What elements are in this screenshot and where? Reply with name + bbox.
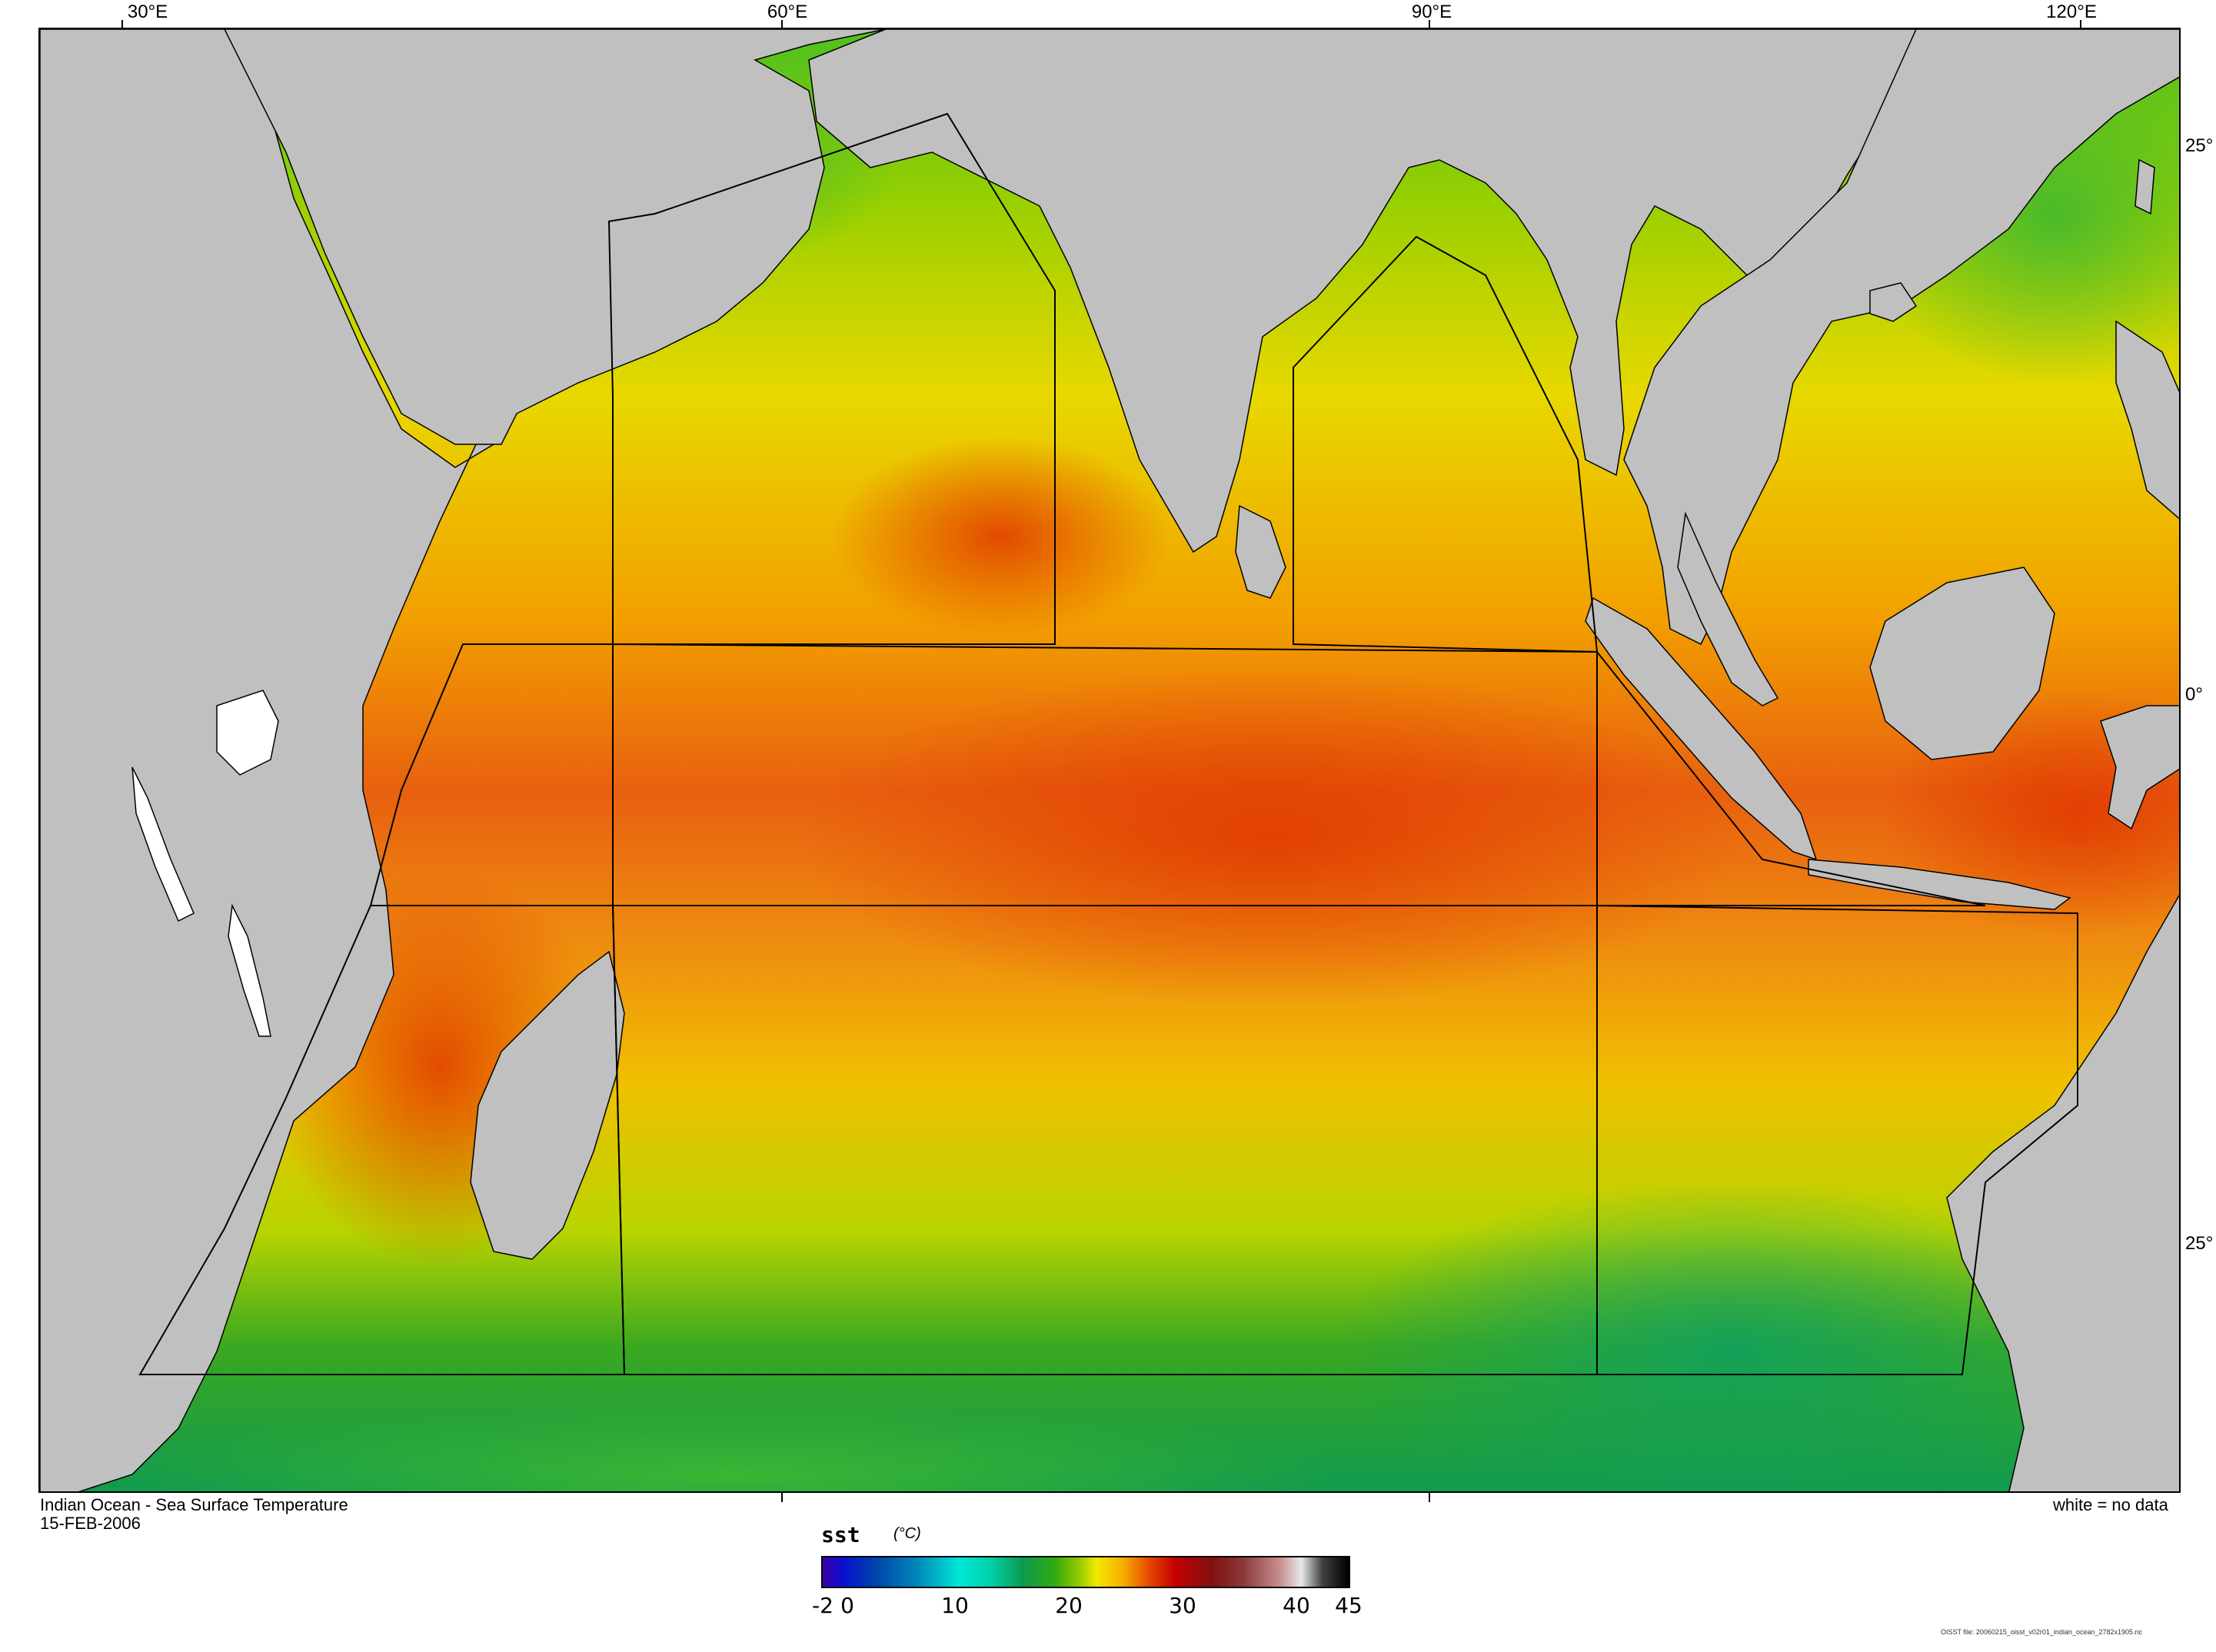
region-boundaries [138,112,2078,1375]
lon-tick-bottom-60e [781,1491,783,1502]
lat-label-25s: 25° [2185,1233,2214,1254]
colorbar-tick-label: 0 [840,1593,854,1618]
colorbar-unit: (°C) [893,1525,921,1542]
land-australia [1946,894,2179,1491]
land-madagascar [470,950,625,1260]
land-malay-peninsula [1677,511,1779,706]
region-east-indian [1596,650,1986,906]
cool-region-south [117,1405,1347,1491]
land-taiwan [2134,158,2155,215]
lon-label-60e: 60°E [767,2,808,22]
colorbar-gradient [821,1556,1350,1588]
lon-label-120e: 120°E [2046,2,2097,22]
land-hainan [1869,282,1918,322]
no-data-lake-malawi [228,903,271,1037]
lon-tick-90e [1429,20,1430,29]
sst-map [38,28,2181,1493]
lon-tick-60e [781,20,783,29]
lon-tick-120e [2080,20,2081,29]
sst-map-canvas [40,29,2179,1491]
lon-label-90e: 90°E [1411,2,1452,22]
region-bay-of-bengal [1293,235,1599,653]
no-data-lake-tanganyika [131,766,195,922]
region-southeast [1596,904,2078,1375]
cool-region-southeast [1332,1182,2131,1491]
land-arabia-asia [224,29,887,445]
warm-pool-arabian-sea [832,437,1170,637]
colorbar-tick-label: 10 [941,1593,969,1618]
map-title: Indian Ocean - Sea Surface Temperature [40,1495,348,1514]
colorbar-tick-label: 20 [1055,1593,1083,1618]
colorbar-variable: sst [821,1522,860,1547]
land-java [1808,859,2071,910]
map-date: 15-FEB-2006 [40,1514,141,1533]
land-sri-lanka [1235,504,1286,599]
lat-label-0: 0° [2185,684,2203,705]
lat-label-25n: 25° [2185,135,2214,156]
land-sulawesi [2100,705,2179,830]
land-borneo [1869,567,2055,760]
colorbar-tick-label: 40 [1283,1593,1310,1618]
no-data-lake-victoria [216,690,279,776]
land-philippines [2115,320,2179,520]
lon-label-30e: 30°E [127,2,168,22]
source-footnote: OISST file: 20060215_oisst_v02r01_indian… [1941,1628,2143,1636]
land-southeast-asia [1623,29,2179,646]
lon-tick-30e [121,20,123,29]
land-sumatra [1585,597,1818,861]
colorbar-tick-label: -2 [812,1593,833,1618]
colorbar-tick-label: 45 [1335,1593,1363,1618]
lon-tick-bottom-90e [1429,1491,1430,1502]
warm-pool-central [794,667,1747,1005]
colorbar-tick-label: 30 [1169,1593,1196,1618]
legend-note: white = no data [2053,1495,2168,1514]
